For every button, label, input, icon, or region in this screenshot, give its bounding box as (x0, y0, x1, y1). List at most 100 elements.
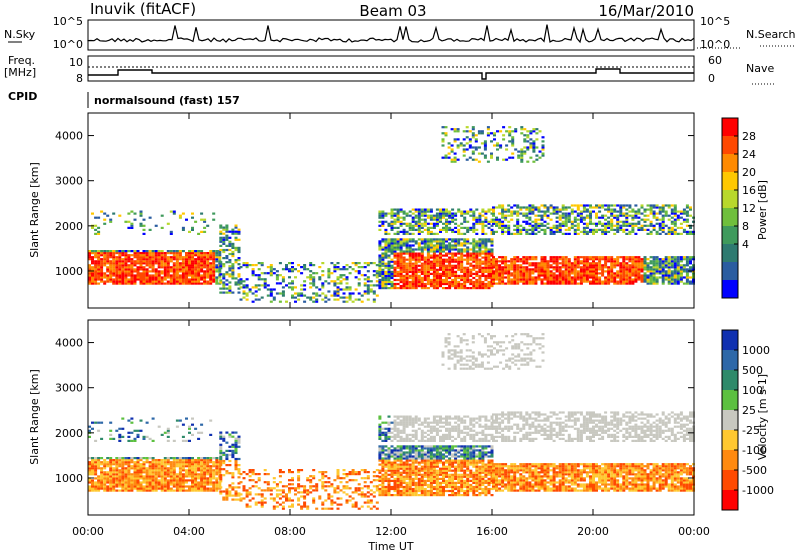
rti-cell (109, 252, 113, 255)
rti-cell (269, 292, 273, 295)
rti-cell (537, 272, 541, 275)
rti-cell (516, 204, 520, 207)
rti-cell (435, 222, 439, 225)
rti-cell (519, 264, 523, 267)
rti-cell (219, 232, 223, 235)
rti-cell (312, 292, 316, 295)
rti-cell (231, 275, 235, 278)
rti-cell (206, 266, 210, 269)
rti-cell (552, 282, 556, 285)
rti-cell (667, 280, 671, 283)
rti-cell (474, 138, 478, 141)
rti-cell (133, 280, 137, 283)
rti-cell (573, 274, 577, 277)
rti-cell (306, 479, 310, 482)
rti-cell (523, 146, 527, 149)
rti-cell (275, 483, 279, 486)
rti-cell (384, 228, 388, 231)
rti-cell (462, 138, 466, 141)
rti-cell (118, 270, 122, 273)
rti-cell (239, 286, 243, 289)
rti-cell (225, 488, 229, 491)
rti-cell (228, 252, 232, 256)
rti-cell (585, 264, 589, 267)
rti-cell (145, 282, 149, 285)
rti-cell (225, 273, 229, 276)
rti-cell (582, 210, 586, 213)
rti-cell (466, 260, 470, 263)
rti-cell (225, 455, 229, 459)
rti-cell (139, 224, 143, 227)
rti-cell (537, 274, 541, 277)
rti-cell (330, 262, 334, 265)
rti-cell (457, 285, 461, 288)
rti-cell (454, 238, 458, 241)
rti-cell (564, 276, 568, 279)
rti-cell (142, 465, 146, 468)
rti-cell (463, 282, 467, 286)
rti-cell (655, 230, 659, 233)
rti-cell (160, 473, 164, 476)
rti-cell (493, 132, 496, 135)
rti-cell (498, 226, 502, 229)
rti-cell (454, 222, 458, 225)
rti-cell (103, 489, 107, 492)
rti-cell (472, 266, 476, 269)
rti-cell (112, 256, 116, 259)
rti-cell (555, 276, 559, 279)
rti-cell (549, 206, 553, 209)
rti-cell (188, 260, 191, 263)
rti-cell (631, 228, 635, 231)
rti-cell (228, 287, 232, 290)
rti-cell (127, 469, 131, 472)
rti-cell (321, 262, 325, 265)
rti-cell (420, 250, 424, 253)
rti-cell (469, 270, 473, 273)
rti-cell (109, 463, 113, 466)
rti-cell (631, 274, 635, 277)
rti-cell (88, 481, 91, 484)
rti-cell (484, 274, 488, 277)
rti-cell (679, 280, 683, 283)
rti-cell (194, 487, 198, 490)
rti-cell (91, 282, 94, 285)
rti-cell (484, 282, 488, 286)
rti-cell (378, 280, 382, 284)
rti-cell (466, 212, 470, 215)
rti-cell (242, 284, 246, 287)
rti-cell (175, 268, 179, 271)
rti-cell (631, 262, 635, 265)
rti-cell (97, 461, 101, 464)
rti-cell (169, 252, 173, 255)
rti-cell (106, 463, 110, 466)
rti-cell (136, 473, 140, 476)
rti-cell (142, 479, 146, 482)
rti-cell (531, 278, 535, 281)
rti-cell (378, 285, 382, 288)
rti-cell (469, 278, 473, 282)
rti-cell (209, 475, 213, 478)
rti-cell (598, 204, 602, 207)
rti-cell (245, 292, 249, 295)
rti-cell (157, 262, 161, 265)
rti-cell (118, 477, 122, 480)
rti-cell (466, 254, 470, 257)
rti-cell (209, 459, 213, 462)
rti-cell (97, 256, 101, 259)
rti-cell (685, 206, 689, 209)
rti-cell (607, 230, 611, 233)
rti-cell (366, 278, 370, 281)
rti-cell (457, 230, 461, 233)
rti-cell (97, 465, 101, 468)
rti-cell (285, 284, 288, 287)
rti-cell (291, 477, 294, 480)
rti-cell (321, 487, 325, 490)
rti-cell (234, 498, 238, 501)
rti-cell (531, 262, 535, 265)
rti-cell (275, 505, 279, 508)
rti-cell (640, 264, 644, 267)
rti-cell (127, 487, 131, 490)
rti-cell (646, 224, 650, 227)
rti-cell (501, 214, 505, 217)
rti-cell (646, 280, 650, 283)
